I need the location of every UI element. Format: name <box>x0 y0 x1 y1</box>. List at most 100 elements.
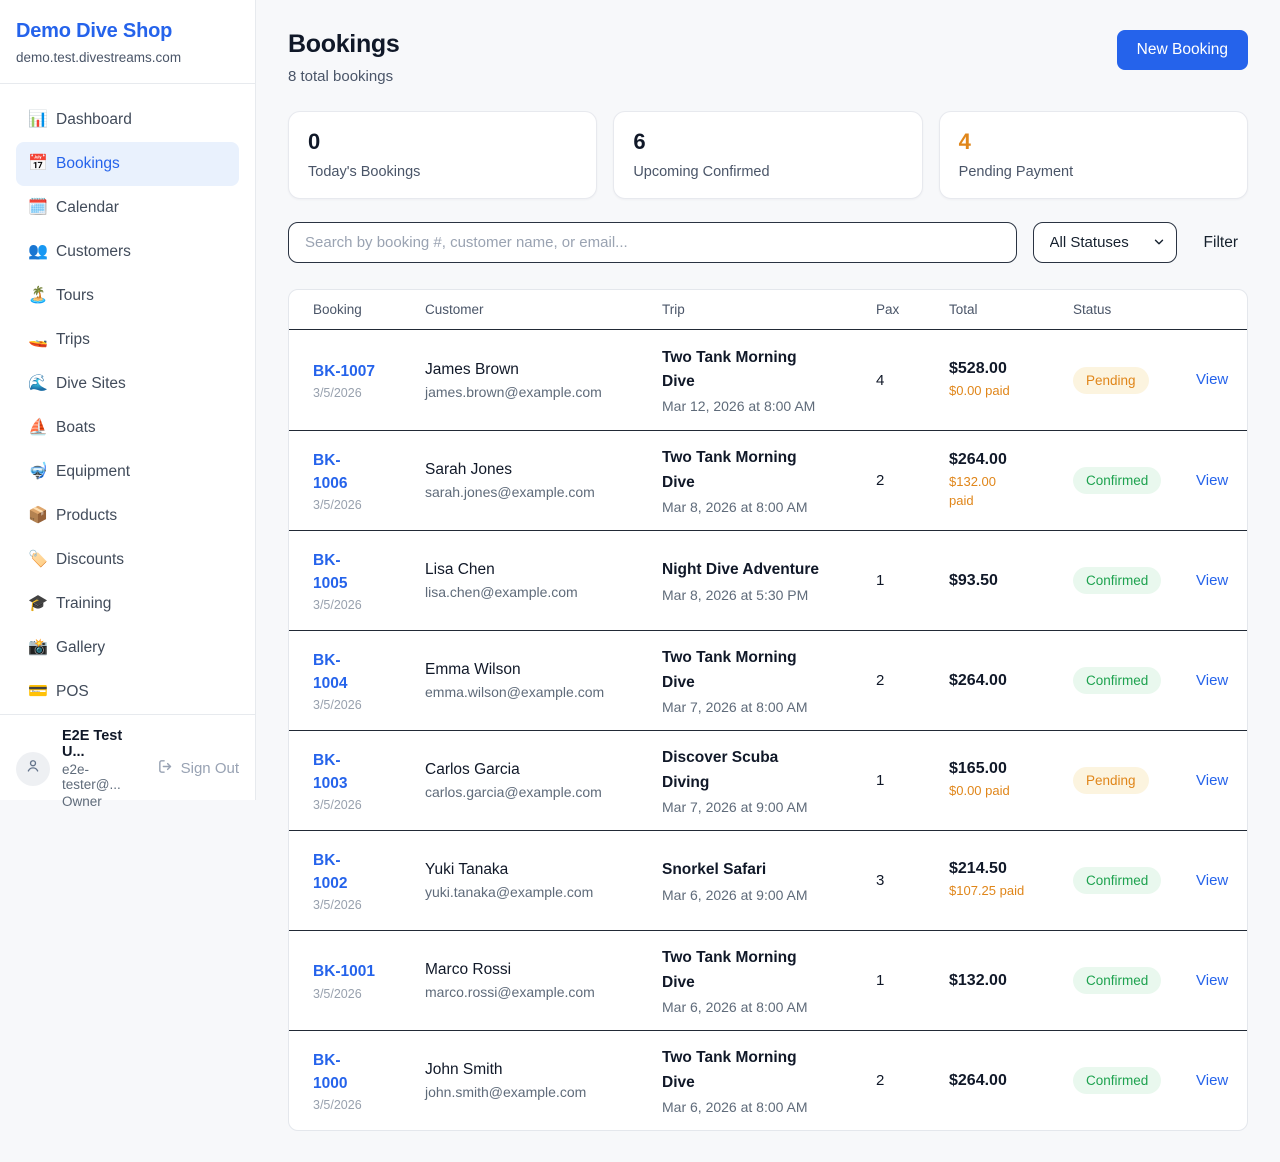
spiral-calendar-icon: 🗓️ <box>28 199 48 216</box>
table-row: BK- 1002 3/5/2026 Yuki Tanaka yuki.tanaka… <box>289 830 1247 930</box>
search-input[interactable] <box>288 222 1017 263</box>
status-badge: Confirmed <box>1073 667 1162 694</box>
column-header-total: Total <box>949 302 978 317</box>
sidebar-item-bookings[interactable]: 📅 Bookings <box>16 142 239 186</box>
customer-email: emma.wilson@example.com <box>425 684 605 700</box>
sidebar-item-equipment[interactable]: 🤿 Equipment <box>28 463 131 480</box>
customer-name: John Smith <box>425 1061 503 1078</box>
sidebar-item-dive-sites[interactable]: 🌊 Dive Sites <box>28 375 126 392</box>
pax-count: 1 <box>876 972 885 989</box>
stat-label: Pending Payment <box>958 164 1074 180</box>
table-row: BK- 1006 3/5/2026 Sarah Jones sarah.jones… <box>289 430 1247 530</box>
booking-id-link[interactable]: BK- 1003 <box>313 751 348 792</box>
page-header-text: Bookings 8 total bookings <box>288 30 400 85</box>
page-subtitle: 8 total bookings <box>288 68 394 85</box>
trip-date: Mar 6, 2026 at 8:00 AM <box>662 1098 808 1115</box>
booking-id-link[interactable]: BK- 1004 <box>313 651 348 692</box>
speedboat-icon: 🚤 <box>28 331 48 348</box>
trip-date: Mar 8, 2026 at 8:00 AM <box>662 498 808 515</box>
user-footer: E2E Test U... e2e-tester@... Owner Sign … <box>0 714 255 822</box>
sidebar-item-training[interactable]: 🎓 Training <box>28 595 112 612</box>
booking-date: 3/5/2026 <box>313 986 362 1001</box>
trip-date: Mar 8, 2026 at 5:30 PM <box>662 586 809 603</box>
sidebar-item-gallery[interactable]: 📸 Gallery <box>28 639 106 656</box>
logout-icon <box>157 758 174 779</box>
status-badge: Confirmed <box>1073 567 1162 594</box>
filters-toolbar: All Statuses Filter <box>288 222 1248 263</box>
paid-amount: $107.25 paid <box>949 883 1025 899</box>
user-name: E2E Test U... <box>62 728 123 760</box>
view-link[interactable]: View <box>1196 1071 1229 1089</box>
view-link[interactable]: View <box>1196 971 1229 989</box>
booking-id-link[interactable]: BK- 1000 <box>313 1051 348 1092</box>
customer-name: Yuki Tanaka <box>425 861 509 878</box>
booking-date: 3/5/2026 <box>313 1098 362 1113</box>
table-row: BK-1001 3/5/2026 Marco Rossi marco.rossi… <box>289 930 1247 1030</box>
sidebar-nav: 📊 Dashboard 📅 Bookings 🗓️ Calendar 👥 Cus… <box>0 84 255 714</box>
paid-amount: $0.00 paid <box>949 382 1010 398</box>
customer-email: sarah.jones@example.com <box>425 484 595 500</box>
filter-button[interactable]: Filter <box>1194 228 1248 258</box>
table-row: BK-1007 3/5/2026 James Brown james.brown… <box>289 330 1247 430</box>
stat-card-today-s-bookings: 0 Today's Bookings <box>288 111 598 199</box>
customer-email: marco.rossi@example.com <box>425 984 595 1000</box>
customer-name: Sarah Jones <box>425 461 513 478</box>
view-link[interactable]: View <box>1196 371 1229 388</box>
booking-id-link[interactable]: BK- 1006 <box>313 451 348 492</box>
pax-count: 2 <box>876 472 885 489</box>
trip-date: Mar 7, 2026 at 9:00 AM <box>662 798 808 815</box>
customer-name: James Brown <box>425 360 519 378</box>
booking-id-link[interactable]: BK- 1005 <box>313 551 348 592</box>
main-content: Bookings 8 total bookings New Booking 0 … <box>256 0 1280 1131</box>
package-icon: 📦 <box>28 507 48 524</box>
status-filter-wrap: All Statuses <box>1032 222 1177 263</box>
sidebar-item-trips[interactable]: 🚤 Trips <box>28 331 90 348</box>
sign-out-button[interactable]: Sign Out <box>157 758 239 779</box>
view-link[interactable]: View <box>1196 571 1229 589</box>
new-booking-button[interactable]: New Booking <box>1116 30 1248 70</box>
trip-name: Two Tank Morning Dive <box>662 449 797 491</box>
view-link[interactable]: View <box>1196 771 1229 789</box>
person-icon <box>24 757 42 780</box>
status-badge: Confirmed <box>1073 867 1162 894</box>
view-link[interactable]: View <box>1196 671 1229 689</box>
total-amount: $93.50 <box>949 571 998 589</box>
pax-count: 1 <box>876 772 885 789</box>
sidebar-item-dashboard[interactable]: 📊 Dashboard <box>28 111 132 128</box>
trip-name: Two Tank Morning Dive <box>662 1049 797 1091</box>
paid-amount: $0.00 paid <box>949 783 1010 799</box>
booking-id-link[interactable]: BK- 1002 <box>313 851 348 892</box>
booking-date: 3/5/2026 <box>313 386 362 401</box>
column-header-customer: Customer <box>425 302 484 317</box>
trip-name: Two Tank Morning Dive <box>662 348 797 390</box>
credit-card-icon: 💳 <box>28 683 48 700</box>
sidebar-item-customers[interactable]: 👥 Customers <box>28 243 131 260</box>
sidebar-item-tours[interactable]: 🏝️ Tours <box>28 287 94 304</box>
column-header-status: Status <box>1073 302 1112 317</box>
sidebar-item-products[interactable]: 📦 Products <box>28 507 118 524</box>
column-header-booking: Booking <box>313 302 362 317</box>
total-amount: $214.50 <box>949 860 1007 878</box>
table-header-row: Booking Customer Trip Pax Total Status <box>289 290 1247 330</box>
view-link[interactable]: View <box>1196 471 1229 489</box>
bookings-table: Booking Customer Trip Pax Total Status BK-100… <box>288 289 1248 1131</box>
booking-date: 3/5/2026 <box>313 798 362 813</box>
pax-count: 3 <box>876 872 885 889</box>
shop-name: Demo Dive Shop <box>16 20 173 42</box>
user-role: Owner <box>62 794 102 809</box>
bar-chart-icon: 📊 <box>28 111 48 128</box>
total-amount: $264.00 <box>949 1071 1007 1089</box>
sidebar-item-pos[interactable]: 💳 POS <box>28 683 89 700</box>
view-link[interactable]: View <box>1196 871 1229 889</box>
sidebar-item-calendar[interactable]: 🗓️ Calendar <box>28 199 119 216</box>
stat-card-upcoming-confirmed: 6 Upcoming Confirmed <box>613 111 923 199</box>
sidebar-item-boats[interactable]: ⛵ Boats <box>28 419 96 436</box>
booking-id-link[interactable]: BK-1007 <box>313 362 376 380</box>
status-filter-select[interactable]: All Statuses <box>1032 222 1177 263</box>
pax-count: 1 <box>876 572 885 589</box>
sidebar-item-discounts[interactable]: 🏷️ Discounts <box>28 551 125 568</box>
stat-value: 6 <box>633 129 646 154</box>
booking-id-link[interactable]: BK-1001 <box>313 963 376 981</box>
pax-count: 2 <box>876 1072 885 1089</box>
status-badge: Confirmed <box>1073 1067 1162 1094</box>
